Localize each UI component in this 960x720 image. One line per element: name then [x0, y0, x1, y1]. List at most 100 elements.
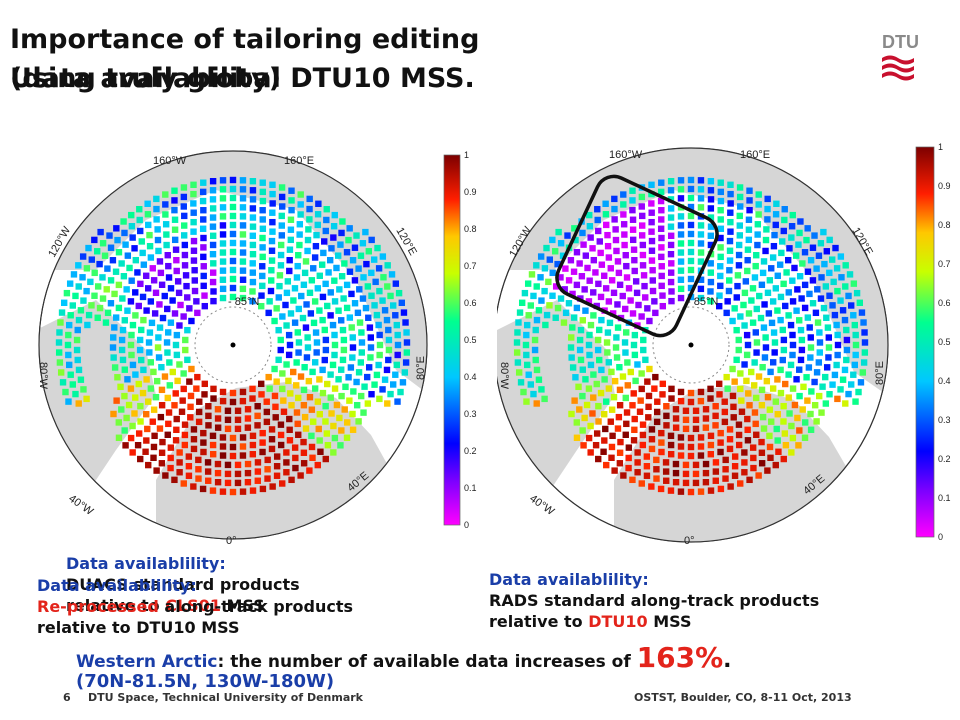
data-point [59, 309, 65, 315]
data-point [620, 201, 626, 207]
data-point [790, 298, 796, 304]
data-point [746, 207, 752, 213]
data-point [283, 459, 289, 465]
data-point [771, 232, 777, 238]
data-point [61, 300, 67, 306]
data-point [347, 314, 353, 320]
colorbar-tick-label: 0.5 [938, 337, 951, 347]
data-point [230, 222, 236, 228]
data-point [184, 357, 190, 363]
data-point [726, 277, 732, 283]
data-point [818, 295, 824, 301]
data-point [761, 324, 767, 330]
data-point [140, 294, 146, 300]
data-point [68, 312, 74, 318]
data-point [631, 437, 637, 443]
data-point [614, 354, 620, 360]
data-point [693, 408, 699, 414]
data-point [582, 376, 588, 382]
data-point [744, 257, 750, 263]
data-point [844, 337, 850, 343]
data-point [639, 194, 645, 200]
data-point [612, 378, 618, 384]
data-point [707, 395, 713, 401]
data-point [688, 258, 694, 264]
data-point [599, 262, 605, 268]
data-point [768, 265, 774, 271]
data-point [763, 226, 769, 232]
data-point [570, 364, 576, 370]
data-point [668, 251, 674, 257]
data-point [143, 376, 149, 382]
data-point [111, 291, 117, 297]
data-point [283, 449, 289, 455]
data-point [832, 372, 838, 378]
data-point [717, 254, 723, 260]
data-point [586, 385, 592, 391]
data-point [338, 393, 344, 399]
colorbar-tick-label: 0.8 [938, 220, 951, 230]
data-point [788, 322, 794, 328]
data-point [112, 364, 118, 370]
data-point [332, 385, 338, 391]
data-point [397, 389, 403, 395]
data-point [734, 294, 740, 300]
data-point [108, 277, 114, 283]
data-point [341, 337, 347, 343]
data-point [159, 460, 165, 466]
data-point [752, 274, 758, 280]
data-point [215, 479, 221, 485]
data-point [331, 278, 337, 284]
data-point [275, 327, 281, 333]
data-point [808, 388, 814, 394]
data-point [368, 270, 374, 276]
data-point [631, 390, 637, 396]
data-point [348, 364, 354, 370]
data-point [688, 399, 694, 405]
data-point [727, 238, 733, 244]
data-point [220, 295, 226, 301]
data-point [750, 444, 756, 450]
data-point [735, 272, 741, 278]
data-point [544, 312, 550, 318]
data-point [549, 237, 555, 243]
data-point [823, 283, 829, 289]
data-point [601, 411, 607, 417]
data-point [534, 317, 540, 323]
data-point [297, 221, 303, 227]
data-point [360, 409, 366, 415]
data-point [613, 237, 619, 243]
data-point [174, 268, 180, 274]
data-point [205, 459, 211, 465]
data-point [128, 278, 134, 284]
data-point [230, 444, 236, 450]
lat-label-85n: - 85°N [687, 296, 718, 308]
data-point [727, 436, 733, 442]
data-point [134, 269, 140, 275]
data-point [308, 310, 314, 316]
data-point [121, 427, 127, 433]
data-point [794, 415, 800, 421]
data-point [756, 293, 762, 299]
data-point [65, 342, 71, 348]
data-point [640, 242, 646, 248]
data-point [668, 187, 674, 193]
data-point [597, 250, 603, 256]
caption-rads-heading: Data availablility: [489, 570, 819, 591]
data-point [105, 310, 111, 316]
data-point [210, 233, 216, 239]
data-point [120, 357, 126, 363]
data-point [779, 238, 785, 244]
data-point [796, 230, 802, 236]
data-point [683, 480, 689, 486]
data-point [617, 439, 623, 445]
data-point [129, 423, 135, 429]
data-point [304, 354, 310, 360]
data-point [143, 307, 149, 313]
data-point [303, 301, 309, 307]
data-point [286, 416, 292, 422]
data-point [737, 386, 743, 392]
data-point [722, 466, 728, 472]
data-point [659, 292, 665, 298]
data-point [220, 443, 226, 449]
